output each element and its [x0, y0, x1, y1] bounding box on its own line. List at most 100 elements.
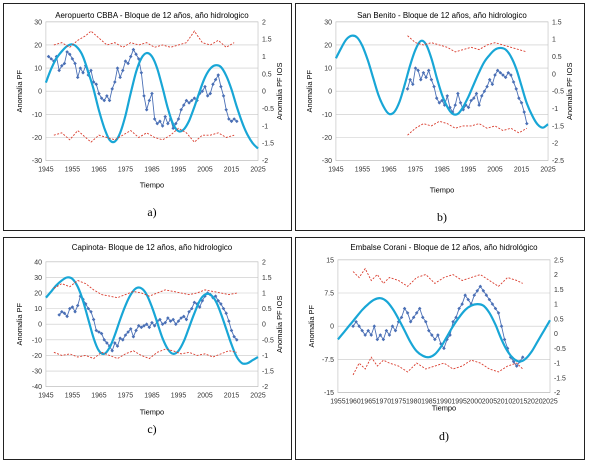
pf-point [420, 315, 425, 320]
pf-point [413, 66, 418, 70]
y2-axis-label: Anomalia PF IOS [565, 63, 574, 120]
pf-point [110, 348, 114, 353]
pf-point [454, 315, 458, 320]
pf-point [139, 70, 144, 75]
pf-point [62, 61, 67, 66]
pf-point [458, 101, 463, 105]
y2-tick-label: -0.5 [552, 89, 564, 96]
pf-point [232, 334, 236, 339]
pf-point [57, 68, 61, 73]
pf-point [60, 309, 64, 314]
pf-point [511, 80, 516, 84]
pf-point [107, 98, 112, 103]
y-tick-label: 15 [326, 257, 334, 264]
x-tick-label: 1985 [434, 167, 450, 174]
pf-point [433, 337, 437, 342]
x-tick-label: 2025 [250, 167, 266, 174]
pf-point [235, 338, 239, 342]
pf-point [203, 84, 207, 89]
y2-tick-label: 1.5 [262, 275, 272, 282]
pf-point [417, 306, 422, 311]
pf-point [97, 330, 101, 334]
pf-point [57, 313, 61, 317]
x-tick-label: 2025 [250, 393, 266, 400]
y2-axis-label: Anomalia PF IOS [275, 296, 284, 353]
y2-tick-label: 1 [554, 302, 558, 309]
x-tick-label: 2005 [197, 167, 213, 174]
pf-point [448, 333, 452, 337]
y-tick-label: 0 [38, 89, 42, 96]
chart-a: Aeropuerto CBBA - Bloque de 12 años, año… [15, 11, 284, 219]
x-tick-label: 1990 [436, 399, 452, 406]
pf-point [487, 77, 492, 82]
chart-panel-d: Embalse Corani - Bloque de 12 años, año … [295, 237, 585, 460]
panel-letter: d) [439, 429, 449, 443]
pf-point [474, 91, 479, 96]
x-tick-label: 1945 [38, 167, 54, 174]
pf-point [509, 73, 513, 77]
pf-point [99, 96, 104, 100]
pf-point [118, 336, 122, 341]
y-tick-label: -30 [32, 158, 42, 165]
y2-tick-label: 1.5 [554, 287, 564, 294]
ios-curve [334, 34, 549, 129]
pf-line [58, 292, 238, 352]
pf-point [171, 317, 175, 322]
pf-point [197, 305, 202, 309]
x-tick-label: 1995 [171, 393, 187, 400]
pf-point [493, 306, 498, 311]
pf-point [187, 309, 191, 314]
pf-point [393, 328, 398, 333]
y2-tick-label: -2 [262, 158, 268, 165]
plot-frame [337, 259, 551, 393]
upper-band-line [53, 30, 235, 48]
y-tick-label: -40 [32, 384, 42, 391]
x-tick-label: 1960 [345, 399, 361, 406]
pf-point [232, 117, 236, 121]
pf-point [466, 105, 471, 110]
y2-tick-label: 1 [262, 54, 266, 61]
y2-tick-label: -2 [554, 390, 560, 397]
y-tick-label: 30 [34, 275, 42, 282]
pf-point [418, 77, 423, 82]
pf-point [75, 75, 80, 80]
y-tick-label: -20 [32, 353, 42, 360]
pf-point [396, 319, 401, 324]
pf-point [514, 87, 519, 91]
pf-point [187, 101, 191, 105]
y2-tick-label: -1 [262, 353, 268, 360]
pf-point [436, 333, 440, 337]
pf-point [405, 87, 410, 91]
pf-point [70, 305, 75, 309]
y2-tick-label: 2 [262, 19, 266, 26]
x-tick-label: 1985 [144, 393, 160, 400]
y2-tick-label: 2 [262, 259, 266, 266]
pf-point [89, 309, 93, 314]
pf-point [200, 89, 205, 94]
pf-point [408, 319, 413, 324]
y-tick-label: 20 [34, 290, 42, 297]
y-tick-label: 7.5 [324, 290, 334, 297]
y-axis-label: Anomalia PF [15, 70, 24, 113]
ios-curve [337, 297, 551, 363]
x-tick-label: 2005 [197, 393, 213, 400]
pf-point [505, 346, 510, 351]
y2-tick-label: 0 [262, 89, 266, 96]
y2-tick-label: -1.5 [262, 141, 274, 148]
pf-point [411, 82, 415, 87]
pf-point [144, 107, 149, 112]
pf-point [224, 107, 228, 112]
y-tick-label: 20 [34, 42, 42, 49]
pf-point [390, 324, 395, 328]
pf-point [86, 306, 91, 311]
plot-frame [45, 261, 259, 387]
y-tick-label: 10 [34, 66, 42, 73]
x-axis-label: Tiempo [140, 180, 164, 189]
pf-point [456, 91, 460, 96]
y-tick-label: 10 [34, 306, 42, 313]
x-tick-label: 1970 [376, 399, 392, 406]
pf-point [424, 319, 428, 324]
pf-point [99, 331, 104, 336]
y2-tick-label: 0 [262, 322, 266, 329]
chart-d: Embalse Corani - Bloque de 12 años, año … [307, 243, 566, 443]
